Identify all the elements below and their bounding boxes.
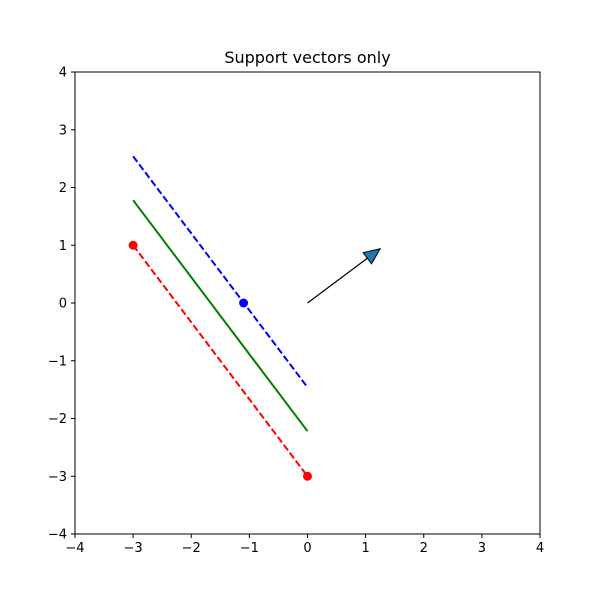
support-vector-red-2: [303, 471, 312, 481]
x-tick-label: 0: [303, 541, 311, 556]
y-tick-label: 3: [59, 123, 67, 138]
y-tick-label: 4: [59, 66, 67, 81]
y-tick-label: −2: [48, 412, 67, 427]
y-tick-label: −1: [48, 354, 67, 369]
x-tick-label: 2: [420, 541, 428, 556]
support-vector-red-1: [128, 240, 138, 250]
y-tick-label: 0: [59, 297, 67, 312]
x-tick-label: 3: [478, 541, 486, 556]
x-tick-label: −4: [65, 541, 84, 556]
x-tick-label: −1: [240, 541, 259, 556]
weight-vector-shaft: [307, 257, 368, 304]
x-tick-label: 4: [536, 541, 544, 556]
x-tick-label: −3: [124, 541, 143, 556]
y-tick-label: −3: [48, 470, 67, 485]
x-tick-label: −2: [182, 541, 201, 556]
decision-boundary-line: [132, 199, 309, 432]
chart-title: Support vectors only: [224, 48, 390, 67]
margin-positive-line: [132, 155, 309, 388]
y-tick-label: 1: [59, 239, 67, 254]
margin-negative-line: [132, 244, 309, 477]
x-tick-label: 1: [361, 541, 369, 556]
weight-vector-head: [362, 247, 382, 265]
support-vector-blue: [239, 298, 249, 308]
y-tick-label: −4: [48, 528, 67, 543]
y-tick-label: 2: [59, 181, 67, 196]
